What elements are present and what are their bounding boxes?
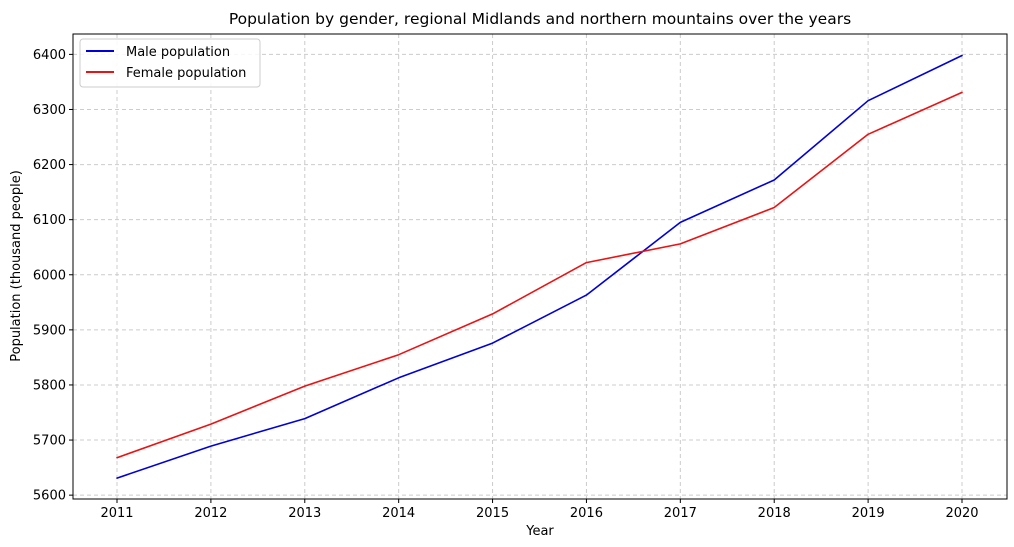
- y-tick-label: 5600: [33, 489, 66, 504]
- plot-area-frame: [72, 33, 1008, 500]
- x-axis-title: Year: [525, 524, 554, 539]
- x-tick-label: 2019: [852, 506, 885, 521]
- x-tick-label: 2015: [476, 506, 509, 521]
- legend: Male population Female population: [79, 38, 261, 88]
- x-tick-label: 2020: [945, 506, 978, 521]
- y-axis-ticks: 5600 5700 5800 5900 6000 6100 6200 6300 6400: [33, 48, 73, 504]
- y-tick-label: 6100: [33, 213, 66, 228]
- y-tick-label: 6300: [33, 103, 66, 118]
- x-axis-ticks: 2011 2012 2013 2014 2015 2016 2017 2018 2019 2020: [100, 499, 979, 521]
- series-lines: [116, 54, 963, 479]
- y-tick-label: 5900: [33, 323, 66, 338]
- y-tick-label: 6000: [33, 268, 66, 283]
- series-line-female: [116, 91, 963, 459]
- y-tick-label: 6200: [33, 158, 66, 173]
- x-tick-label: 2012: [194, 506, 227, 521]
- chart-title: Population by gender, regional Midlands …: [229, 10, 851, 28]
- x-tick-label: 2013: [288, 506, 321, 521]
- y-tick-label: 5800: [33, 378, 66, 393]
- legend-label-male: Male population: [126, 45, 230, 60]
- grid: [73, 34, 1007, 499]
- series-line-male: [116, 54, 963, 479]
- x-tick-label: 2014: [382, 506, 415, 521]
- legend-box: [79, 38, 261, 88]
- x-tick-label: 2016: [570, 506, 603, 521]
- x-tick-label: 2017: [664, 506, 697, 521]
- y-tick-label: 5700: [33, 434, 66, 449]
- y-axis-title: Population (thousand people): [9, 170, 24, 362]
- legend-label-female: Female population: [126, 66, 246, 81]
- y-tick-label: 6400: [33, 48, 66, 63]
- x-tick-label: 2011: [100, 506, 133, 521]
- x-tick-label: 2018: [758, 506, 791, 521]
